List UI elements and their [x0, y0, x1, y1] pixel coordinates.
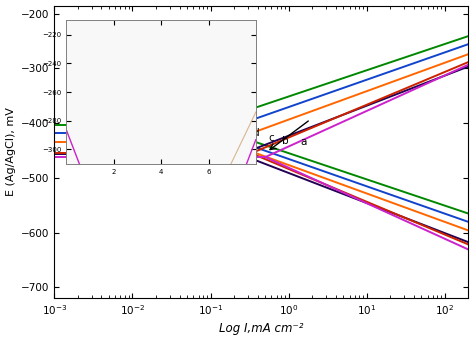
Text: a: a [301, 137, 307, 147]
Text: e: e [234, 122, 240, 132]
Text: c: c [269, 133, 274, 143]
Text: f: f [215, 117, 219, 127]
X-axis label: Log I,mA cm⁻²: Log I,mA cm⁻² [219, 323, 304, 336]
Text: d: d [253, 128, 259, 138]
Y-axis label: E (Ag/AgCl), mV: E (Ag/AgCl), mV [6, 107, 16, 196]
Text: b: b [282, 136, 289, 146]
